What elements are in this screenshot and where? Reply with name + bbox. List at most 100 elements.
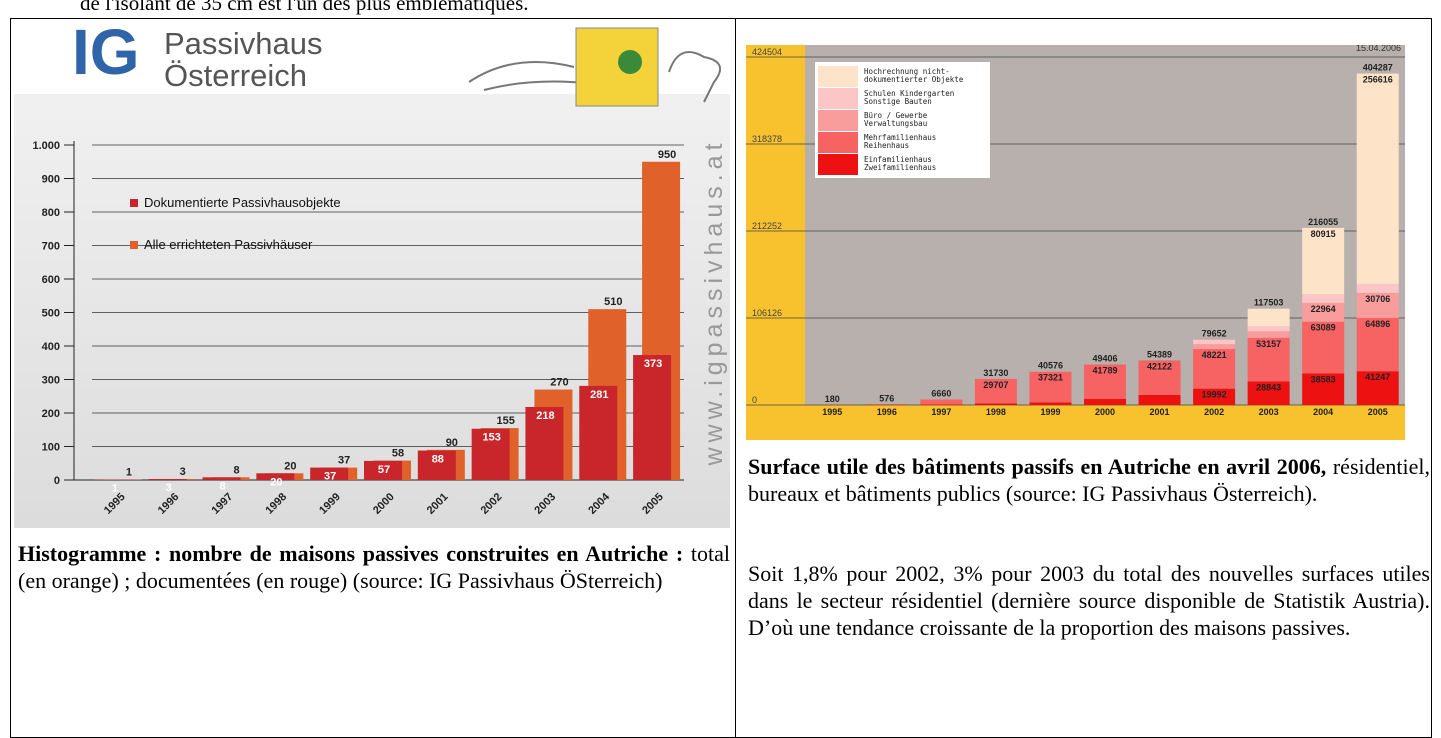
legend-item: Hochrechnung nicht- dokumentierter Objek… (818, 65, 987, 87)
x-tick-label: 2004 (1313, 407, 1333, 417)
value-label: 37 (338, 455, 350, 467)
bar-segment (1139, 395, 1181, 405)
value-label: 153 (482, 432, 500, 444)
y-tick-label: 300 (42, 375, 60, 387)
document: de l'isolant de 35 cm est l'un des plus … (0, 0, 1441, 731)
value-label: 270 (550, 377, 568, 389)
value-label: 64896 (1365, 319, 1390, 329)
value-label: 256616 (1363, 75, 1393, 85)
bar-segment (1357, 284, 1399, 293)
bar (149, 479, 187, 480)
value-label: 20 (270, 476, 282, 488)
x-tick-label: 1996 (877, 407, 897, 417)
url-text: www.igpassivhaus.at (700, 138, 728, 466)
x-tick-label: 2001 (1150, 407, 1170, 417)
legend-label: Hochrechnung nicht- dokumentierter Objek… (864, 68, 963, 84)
bar-segment (1084, 399, 1126, 405)
x-tick-label: 1995 (822, 407, 842, 417)
total-label: 180 (825, 394, 840, 404)
legend-label: Schulen Kindergarten Sonstige Bauten (864, 90, 954, 106)
total-label: 49406 (1092, 353, 1117, 363)
legend-swatch (130, 241, 138, 249)
total-label: 216055 (1308, 217, 1338, 227)
x-tick-label: 2003 (1259, 407, 1279, 417)
value-label: 37321 (1038, 373, 1063, 383)
value-label: 19992 (1202, 390, 1227, 400)
value-label: 88 (432, 454, 444, 466)
legend-swatch (818, 88, 858, 109)
bar-segment (1193, 344, 1235, 349)
value-label: 38583 (1311, 374, 1336, 384)
value-label: 22964 (1311, 304, 1336, 314)
value-label: 63089 (1311, 323, 1336, 333)
value-label: 80915 (1311, 229, 1336, 239)
value-label: 41247 (1365, 372, 1390, 382)
y-tick-label: 0 (752, 395, 757, 405)
legend-item: Büro / Gewerbe Verwaltungsbau (818, 109, 987, 131)
legend-swatch (818, 132, 858, 153)
total-label: 576 (879, 394, 894, 404)
value-label: 41789 (1092, 365, 1117, 375)
value-label: 48221 (1202, 350, 1227, 360)
left-chart: IG Passivhaus Österreich www.igpassivhau… (14, 22, 730, 528)
bar-segment (1248, 331, 1290, 338)
value-label: 3 (180, 466, 186, 478)
legend-label: Büro / Gewerbe Verwaltungsbau (864, 112, 927, 128)
legend-item: Mehrfamilienhaus Reihenhaus (818, 131, 987, 153)
value-label: 57 (378, 464, 390, 476)
bar-segment (1248, 326, 1290, 331)
total-label: 6660 (931, 389, 951, 399)
y-tick-label: 600 (42, 274, 60, 286)
y-tick-label: 400 (42, 341, 60, 353)
value-label: 155 (496, 415, 514, 427)
legend-swatch (818, 66, 858, 87)
logo-picture (576, 28, 658, 106)
legend-swatch (818, 154, 858, 175)
y-tick-label: 900 (42, 174, 60, 186)
y-tick-label: 1.000 (32, 140, 60, 152)
page: {"intro": "de l'isolant de 35 cm est l'u… (0, 0, 1441, 731)
total-label: 117503 (1254, 298, 1284, 308)
x-tick-label: 1998 (986, 407, 1006, 417)
bar-segment (920, 400, 962, 405)
x-tick-label: 1999 (1040, 407, 1060, 417)
left-caption: Histogramme : nombre de maisons passives… (18, 540, 730, 594)
x-tick-label: 1997 (931, 407, 951, 417)
y-tick-label: 212252 (752, 221, 782, 231)
x-tick-label: 2005 (1368, 407, 1388, 417)
value-label: 30706 (1365, 294, 1390, 304)
total-label: 31730 (983, 368, 1008, 378)
legend-swatch (130, 199, 138, 207)
y-tick-label: 800 (42, 207, 60, 219)
bar-segment (1248, 309, 1290, 327)
total-label: 40576 (1038, 361, 1063, 371)
bar-segment (1029, 402, 1071, 405)
value-label: 373 (644, 358, 662, 370)
y-tick-label: 424504 (752, 47, 782, 57)
y-tick-label: 200 (42, 408, 60, 420)
value-label: 53157 (1256, 339, 1281, 349)
bar-segment (1357, 74, 1399, 284)
value-label: 281 (590, 389, 608, 401)
bar-segment (1193, 340, 1235, 344)
legend-item: Einfamilienhaus Zweifamilienhaus (818, 153, 987, 175)
total-label: 404287 (1363, 63, 1393, 73)
value-label: 58 (392, 448, 404, 460)
legend-label: Mehrfamilienhaus Reihenhaus (864, 134, 936, 150)
value-label: 37 (324, 471, 336, 483)
bar-segment (975, 403, 1017, 405)
logo-name: Passivhaus (164, 26, 323, 61)
x-tick-label: 2000 (1095, 407, 1115, 417)
y-tick-label: 100 (42, 442, 60, 454)
value-label: 1 (126, 467, 132, 479)
intro-text: de l'isolant de 35 cm est l'un des plus … (80, 0, 529, 16)
legend-swatch (818, 110, 858, 131)
value-label: 20 (284, 460, 296, 472)
logo-tree (618, 50, 642, 74)
y-tick-label: 700 (42, 241, 60, 253)
value-label: 29707 (983, 380, 1008, 390)
legend-label: Alle errichteten Passivhäuser (144, 237, 313, 252)
bar (633, 355, 671, 480)
y-tick-label: 0 (54, 475, 60, 487)
value-label: 42122 (1147, 361, 1172, 371)
